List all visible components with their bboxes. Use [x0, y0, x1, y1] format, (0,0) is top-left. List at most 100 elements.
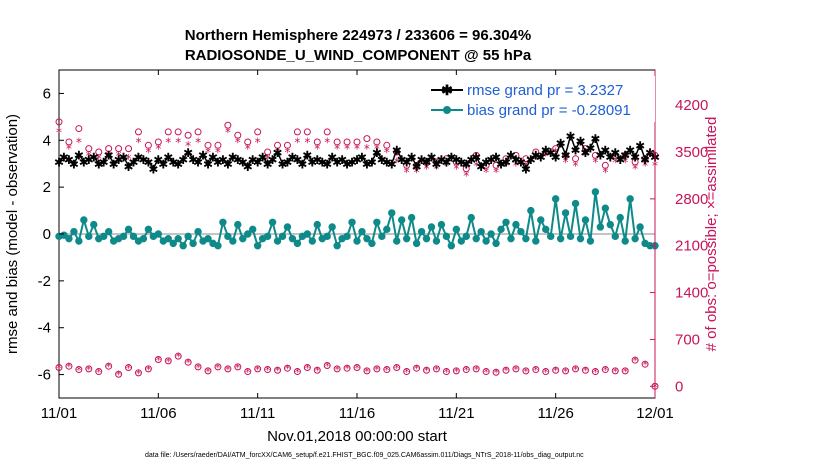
bias-point — [104, 227, 113, 236]
legend-bias-label: bias grand pr = -0.28091 — [467, 102, 631, 119]
bias-point — [333, 242, 341, 250]
obs-possible-point — [373, 138, 381, 146]
obs-assimilated-point: * — [304, 135, 310, 149]
rmse-point: ✱ — [243, 160, 253, 174]
obs-low-assimilated-point: * — [334, 363, 340, 376]
obs-low-possible-point — [264, 366, 272, 374]
rmse-point: ✱ — [268, 153, 278, 167]
obs-assimilated-point: * — [404, 166, 410, 180]
rmse-point: ✱ — [89, 151, 99, 165]
obs-assimilated-point: * — [632, 162, 638, 176]
obs-low-assimilated-point: * — [235, 361, 241, 374]
rmse-point: ✱ — [446, 151, 456, 165]
obs-low-assimilated-point: * — [86, 363, 92, 376]
bias-point — [189, 239, 197, 248]
bias-point — [283, 223, 292, 231]
rmse-point: ✱ — [585, 141, 595, 155]
rmse-point: ✱ — [248, 153, 258, 167]
bias-point — [566, 232, 575, 241]
rmse-point: ✱ — [312, 153, 322, 167]
obs-low-assimilated-point: * — [255, 363, 261, 376]
rmse-point: ✱ — [153, 153, 163, 167]
obs-possible-point — [601, 161, 609, 169]
rmse-point: ✱ — [580, 146, 590, 160]
rmse-point: ✱ — [168, 155, 178, 169]
obs-assimilated-point: * — [523, 159, 529, 173]
obs-low-possible-point — [115, 370, 123, 378]
rmse-point: ✱ — [158, 158, 168, 172]
obs-possible-point — [274, 141, 282, 149]
rmse-point: ✱ — [521, 162, 531, 176]
chart-title-line2: RADIOSONDE_U_WIND_COMPONENT @ 55 hPa — [185, 47, 532, 64]
rmse-point: ✱ — [610, 146, 620, 160]
rmse-point: ✱ — [99, 155, 109, 169]
bias-point — [303, 230, 312, 238]
obs-assimilated-point: * — [334, 142, 340, 156]
rmse-point: ✱ — [407, 151, 417, 165]
obs-assimilated-point: * — [126, 152, 132, 166]
obs-low-assimilated-point: * — [265, 364, 271, 377]
bias-point — [263, 232, 272, 241]
rmse-point: ✱ — [377, 153, 387, 167]
obs-low-assimilated-point: * — [424, 365, 430, 378]
obs-assimilated-point: * — [622, 156, 628, 170]
bias-point — [551, 195, 560, 203]
bias-point — [383, 225, 391, 234]
bias-point — [268, 218, 277, 226]
bias-point — [323, 232, 331, 241]
rmse-point: ✱ — [397, 153, 407, 167]
rmse-point: ✱ — [516, 155, 526, 169]
obs-possible-point — [85, 145, 93, 153]
bias-point — [631, 234, 639, 243]
obs-possible-point — [65, 138, 73, 146]
obs-assimilated-point: * — [344, 142, 350, 156]
obs-low-assimilated-point: * — [583, 365, 589, 378]
obs-low-possible-point — [274, 366, 282, 374]
rmse-point: ✱ — [436, 153, 446, 167]
bias-point — [144, 225, 153, 234]
rmse-point: ✱ — [188, 153, 198, 167]
rmse-point: ✱ — [506, 148, 516, 162]
bias-point — [139, 234, 148, 243]
rmse-point: ✱ — [183, 146, 193, 160]
obs-possible-point — [353, 138, 361, 146]
y-tick-label: 2 — [43, 179, 51, 196]
bias-point — [407, 213, 416, 222]
bias-point — [273, 237, 282, 245]
rmse-point: ✱ — [536, 151, 546, 165]
obs-low-possible-point — [442, 368, 450, 376]
rmse-point: ✱ — [282, 155, 292, 169]
rmse-point: ✱ — [163, 151, 173, 165]
y-tick-label: 0 — [43, 226, 51, 243]
obs-possible-point — [75, 125, 83, 133]
obs-low-possible-point — [373, 365, 381, 373]
obs-low-assimilated-point: * — [632, 355, 638, 368]
obs-low-assimilated-point: * — [642, 359, 648, 372]
bias-point — [358, 227, 366, 236]
y-tick-label: -4 — [38, 320, 51, 337]
obs-assimilated-point: * — [155, 142, 161, 156]
rmse-point: ✱ — [287, 151, 297, 165]
bias-point — [596, 223, 605, 231]
obs-low-assimilated-point: * — [553, 365, 559, 378]
bias-point — [527, 206, 535, 215]
obs-possible-point — [244, 138, 252, 146]
bias-point — [224, 232, 232, 241]
obs-low-assimilated-point: * — [523, 365, 529, 378]
obs-low-assimilated-point: * — [563, 365, 569, 378]
bias-point — [343, 232, 351, 241]
obs-assimilated-point: * — [56, 125, 62, 139]
obs-low-assimilated-point: * — [146, 363, 152, 376]
x-tick-label: 11/26 — [537, 405, 573, 422]
legend-rmse-label: rmse grand pr = 3.2327 — [467, 82, 623, 99]
obs-assimilated-point: * — [443, 159, 449, 173]
obs-low-assimilated-point: * — [295, 366, 301, 379]
obs-low-assimilated-point: * — [374, 363, 380, 376]
bias-point — [601, 204, 610, 212]
obs-possible-point — [134, 128, 142, 136]
rmse-point: ✱ — [124, 160, 134, 174]
bias-point — [472, 234, 480, 243]
bias-point — [119, 232, 128, 241]
bias-point — [313, 220, 321, 229]
obs-low-possible-point — [333, 365, 341, 373]
